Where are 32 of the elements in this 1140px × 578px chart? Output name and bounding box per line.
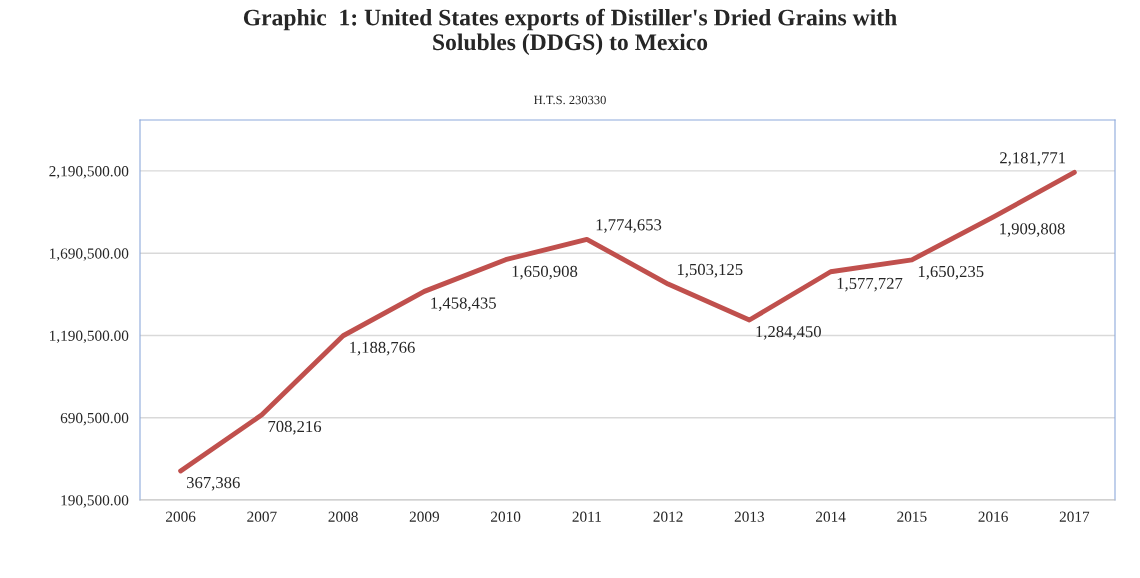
line-series [178, 169, 1077, 474]
data-label: 1,188,766 [350, 341, 415, 356]
data-label: 1,577,727 [837, 277, 903, 292]
x-tick-label: 2009 [409, 511, 440, 522]
x-tick-label: 2012 [653, 511, 683, 522]
x-tick-label: 2007 [247, 511, 277, 522]
x-tick-label: 2011 [572, 511, 601, 522]
data-label: 1,503,125 [677, 263, 743, 278]
y-tick-label: 1,690,500.00 [50, 248, 129, 261]
data-label: 2,181,771 [1000, 152, 1066, 166]
y-tick-label: 690,500.00 [60, 412, 129, 426]
x-tick-label: 2010 [491, 511, 521, 522]
data-label: 1,650,235 [918, 265, 984, 280]
data-label: 1,909,808 [1000, 223, 1065, 237]
y-tick-label: 2,190,500.00 [49, 166, 129, 179]
data-label: 367,386 [186, 476, 240, 491]
x-tick-label: 2008 [328, 511, 358, 522]
x-tick-label: 2015 [897, 511, 927, 522]
y-tick-label: 190,500.00 [61, 495, 129, 508]
x-tick-label: 2016 [978, 511, 1008, 522]
x-tick-label: 2013 [734, 511, 765, 522]
x-tick-label: 2006 [166, 511, 196, 522]
y-tick-label: 1,190,500.00 [50, 330, 129, 344]
data-label: 1,284,450 [756, 326, 821, 340]
data-label: 1,650,908 [512, 265, 578, 280]
data-label: 1,458,435 [431, 297, 496, 312]
chart-title: Graphic 1: United States exports of Distiller's Dried Grains with Solubles (DDGS) to Mexico [243, 8, 897, 56]
x-tick-label: 2017 [1059, 511, 1090, 522]
data-label: 1,774,653 [596, 219, 662, 233]
x-tick-label: 2014 [816, 511, 846, 522]
data-label: 708,216 [268, 420, 322, 435]
chart-subtitle: H.T.S. 230330 [534, 95, 606, 105]
